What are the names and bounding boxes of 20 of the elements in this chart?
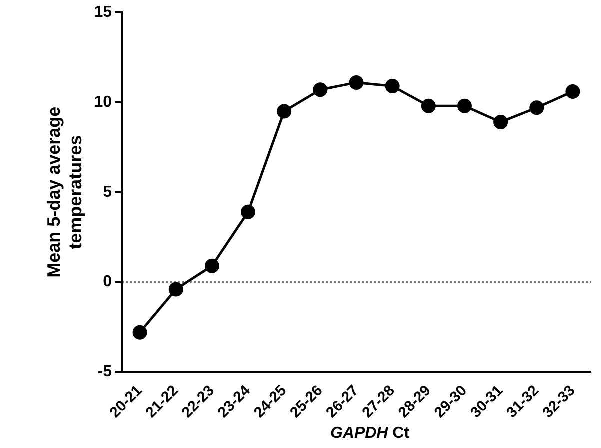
y-tick-label: 10 [94, 94, 112, 111]
y-tick-label: -5 [98, 364, 112, 381]
y-tick-label: 0 [103, 274, 112, 291]
point [457, 98, 472, 114]
point [349, 75, 364, 90]
y-axis-title: Mean 5-day average temperatures [44, 106, 86, 278]
point [132, 325, 148, 340]
point [277, 104, 292, 119]
point [385, 79, 400, 94]
point [566, 84, 580, 99]
point [204, 258, 220, 274]
point [530, 100, 544, 116]
x-axis-title: GAPDH Ct [330, 425, 410, 442]
point [241, 204, 256, 220]
point [421, 98, 436, 114]
point [313, 82, 328, 98]
point [168, 282, 184, 297]
point [494, 115, 508, 130]
y-tick-label: 5 [103, 184, 112, 201]
y-tick-label: 15 [94, 4, 112, 22]
